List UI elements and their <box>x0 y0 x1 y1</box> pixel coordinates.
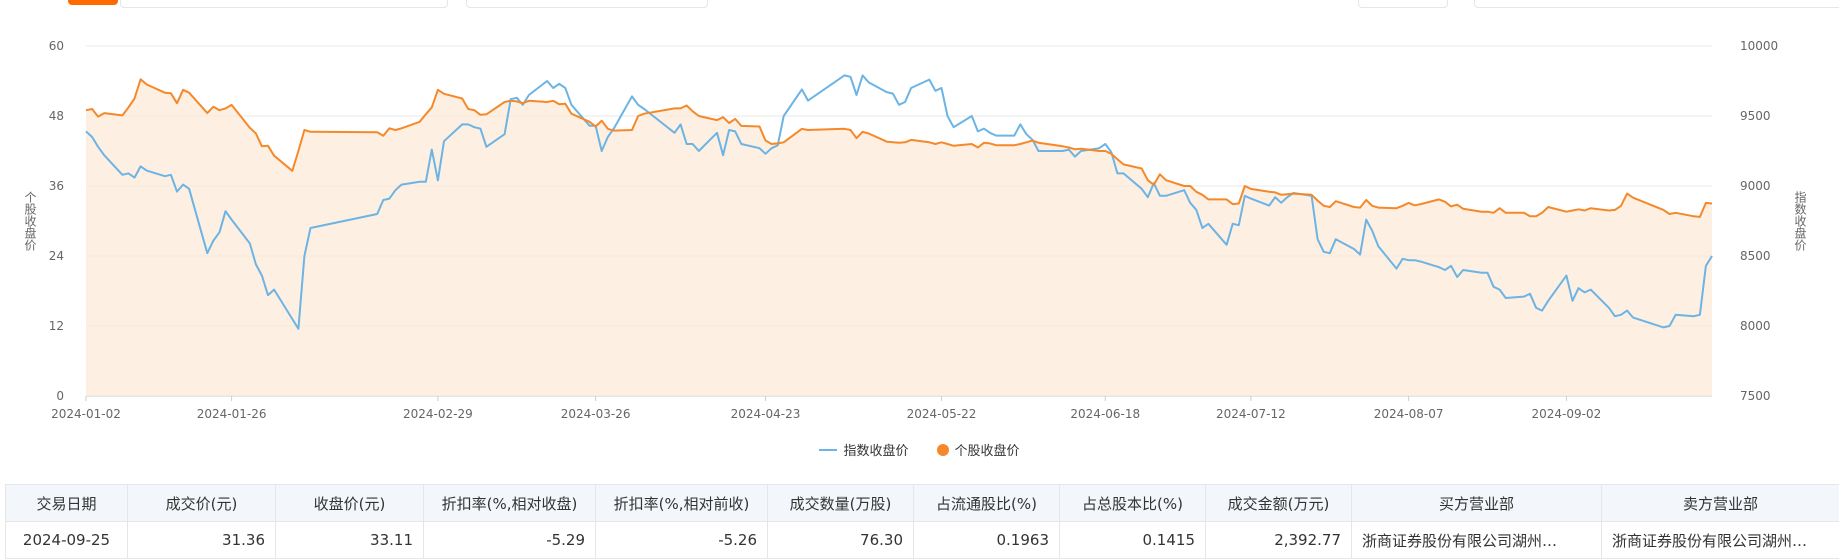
legend-item-stock[interactable]: 个股收盘价 <box>937 440 1020 459</box>
header-float-ratio: 占流通股比(%) <box>914 485 1060 522</box>
y-tick-label-left: 0 <box>56 389 64 403</box>
x-tick-label: 2024-06-18 <box>1070 407 1140 421</box>
x-tick-label: 2024-08-07 <box>1374 407 1444 421</box>
cell-close-price: 33.11 <box>276 522 424 559</box>
cell-trade-date: 2024-09-25 <box>6 522 128 559</box>
legend-item-index[interactable]: 指数收盘价 <box>819 440 908 459</box>
cell-discount-close: -5.29 <box>424 522 596 559</box>
legend-label-index: 指数收盘价 <box>843 440 908 459</box>
cell-volume: 76.30 <box>768 522 914 559</box>
y-tick-label-left: 36 <box>49 179 64 193</box>
header-discount-close: 折扣率(%,相对收盘) <box>424 485 596 522</box>
x-tick-label: 2024-03-26 <box>561 407 631 421</box>
chart-legend: 指数收盘价 个股收盘价 <box>0 440 1839 459</box>
header-deal-price: 成交价(元) <box>128 485 276 522</box>
legend-dot-symbol <box>937 444 949 456</box>
cell-discount-prev: -5.26 <box>596 522 768 559</box>
y-tick-label-left: 60 <box>49 39 64 53</box>
cell-buyer[interactable]: 浙商证券股份有限公司湖州… <box>1352 522 1602 559</box>
y-tick-label-right: 10000 <box>1740 39 1778 53</box>
y-tick-label-right: 8500 <box>1740 249 1771 263</box>
y-tick-label-right: 8000 <box>1740 319 1771 333</box>
series-area-stock <box>86 79 1712 396</box>
header-buyer: 买方营业部 <box>1352 485 1602 522</box>
cell-seller[interactable]: 浙商证券股份有限公司湖州… <box>1602 522 1839 559</box>
table-header-row: 交易日期 成交价(元) 收盘价(元) 折扣率(%,相对收盘) 折扣率(%,相对前… <box>6 485 1839 522</box>
x-tick-label: 2024-04-23 <box>731 407 801 421</box>
header-seller: 卖方营业部 <box>1602 485 1839 522</box>
y-tick-label-left: 12 <box>49 319 64 333</box>
y-tick-label-right: 9500 <box>1740 109 1771 123</box>
header-trade-date: 交易日期 <box>6 485 128 522</box>
price-comparison-chart: 0 12 24 36 48 60 7500 8000 8500 9000 9500 10000 个股收盘… <box>0 0 1839 430</box>
x-tick-label: 2024-01-26 <box>197 407 267 421</box>
y-axis-title-right: 指数收盘价 <box>1793 190 1807 251</box>
table-row: 2024-09-25 31.36 33.11 -5.29 -5.26 76.30… <box>6 522 1839 559</box>
x-tick-label: 2024-02-29 <box>403 407 473 421</box>
header-discount-prev: 折扣率(%,相对前收) <box>596 485 768 522</box>
x-tick-label: 2024-05-22 <box>907 407 977 421</box>
header-total-ratio: 占总股本比(%) <box>1060 485 1206 522</box>
header-volume: 成交数量(万股) <box>768 485 914 522</box>
y-tick-label-left: 24 <box>49 249 64 263</box>
cell-amount: 2,392.77 <box>1206 522 1352 559</box>
y-tick-label-right: 7500 <box>1740 389 1771 403</box>
y-axis-title-left: 个股收盘价 <box>23 191 37 251</box>
y-tick-label-left: 48 <box>49 109 64 123</box>
legend-label-stock: 个股收盘价 <box>955 440 1020 459</box>
header-close-price: 收盘价(元) <box>276 485 424 522</box>
legend-line-symbol <box>819 449 837 451</box>
x-tick-label: 2024-01-02 <box>51 407 121 421</box>
cell-total-ratio: 0.1415 <box>1060 522 1206 559</box>
block-trade-table: 交易日期 成交价(元) 收盘价(元) 折扣率(%,相对收盘) 折扣率(%,相对前… <box>5 484 1839 559</box>
x-tick-label: 2024-09-02 <box>1532 407 1602 421</box>
header-amount: 成交金额(万元) <box>1206 485 1352 522</box>
y-tick-label-right: 9000 <box>1740 179 1771 193</box>
cell-deal-price: 31.36 <box>128 522 276 559</box>
cell-float-ratio: 0.1963 <box>914 522 1060 559</box>
x-tick-label: 2024-07-12 <box>1216 407 1286 421</box>
